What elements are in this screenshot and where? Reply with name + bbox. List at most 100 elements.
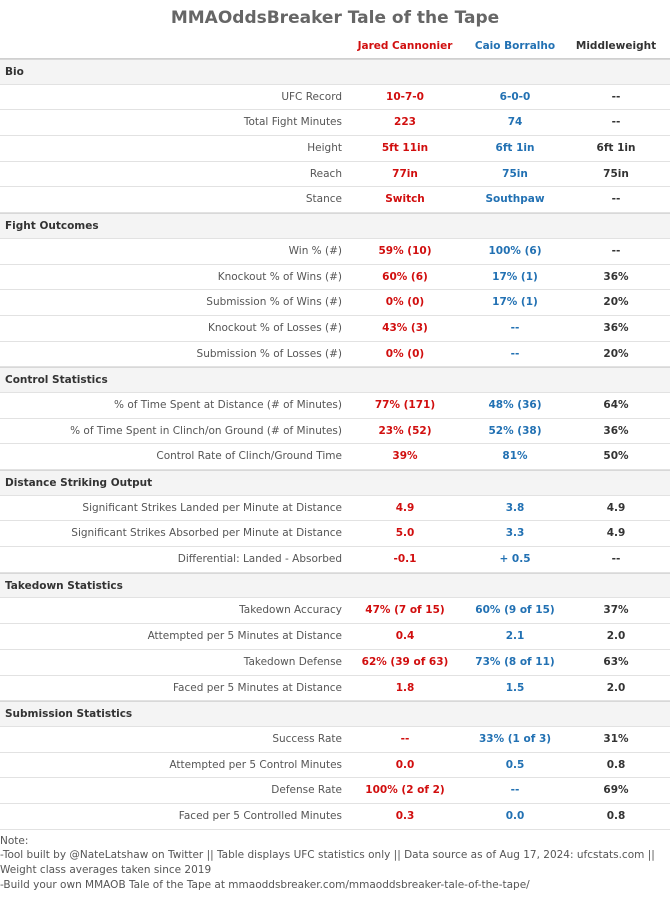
table-row: % of Time Spent in Clinch/on Ground (# o… — [0, 419, 670, 445]
row-label: UFC Record — [281, 90, 342, 103]
cell: 75in — [603, 167, 629, 180]
table: Bio UFC Record 10-7-0 6-0-0 -- Total Fight Mi… — [0, 59, 670, 830]
cell: 100% (6) — [488, 244, 542, 257]
table-row: Knockout % of Wins (#) 60% (6) 17% (1) 36% — [0, 265, 670, 291]
cell: 37% — [603, 604, 629, 617]
cell: 36% — [603, 321, 629, 334]
cell: + 0.5 — [499, 553, 531, 566]
cell: 0.0 — [505, 809, 525, 822]
row-label: Defense Rate — [271, 784, 342, 797]
cell: 64% — [603, 398, 629, 411]
cell: 20% — [603, 296, 629, 309]
table-row: Reach 77in 75in 75in — [0, 162, 670, 188]
table-row: Significant Strikes Absorbed per Minute … — [0, 521, 670, 548]
row-label: Significant Strikes Landed per Minute at… — [82, 501, 342, 514]
section-title: Submission Statistics — [0, 701, 670, 727]
cell: 0.0 — [395, 758, 415, 771]
note: Note: -Tool built by @NateLatshaw on Twi… — [0, 830, 670, 893]
cell: 73% (8 of 11) — [475, 655, 555, 668]
row-label: Faced per 5 Controlled Minutes — [178, 809, 342, 822]
row-label: Submission % of Losses (#) — [196, 347, 342, 360]
table-row: Stance Switch Southpaw -- — [0, 187, 670, 214]
title: MMAOddsBreaker Tale of the Tape — [170, 8, 500, 28]
table-row: Submission % of Wins (#) 0% (0) 17% (1) 20% — [0, 290, 670, 316]
cell: 52% (38) — [488, 424, 542, 437]
table-row: Significant Strikes Landed per Minute at… — [0, 496, 670, 522]
cell: -- — [510, 321, 520, 334]
cell: -- — [611, 116, 621, 129]
cell: Southpaw — [485, 193, 545, 206]
cell: 17% (1) — [492, 270, 538, 283]
table-row: Takedown Defense 62% (39 of 63) 73% (8 of … — [0, 650, 670, 676]
section-title: Control Statistics — [0, 367, 670, 393]
cell: 20% — [603, 347, 629, 360]
cell: 81% — [502, 450, 528, 463]
cell: 23% (52) — [378, 424, 432, 437]
cell: 2.0 — [606, 630, 626, 643]
row-label: Faced per 5 Minutes at Distance — [172, 681, 342, 694]
section-title: Bio — [0, 59, 670, 85]
cell: 4.9 — [606, 527, 626, 540]
table-row: Defense Rate 100% (2 of 2) -- 69% — [0, 778, 670, 804]
table-row: Control Rate of Clinch/Ground Time 39% 81%… — [0, 444, 670, 470]
table-row: Differential: Landed - Absorbed -0.1 + 0.5… — [0, 547, 670, 573]
cell: 39% — [392, 450, 418, 463]
cell: 50% — [603, 450, 629, 463]
row-label: Differential: Landed - Absorbed — [177, 553, 342, 566]
cell: 1.8 — [395, 681, 415, 694]
row-label: Attempted per 5 Control Minutes — [169, 758, 342, 771]
cell: 36% — [603, 270, 629, 283]
cell: 100% (2 of 2) — [365, 784, 445, 797]
header-spacer — [0, 34, 342, 58]
table-row: Faced per 5 Minutes at Distance 1.8 1.5 2.0 — [0, 676, 670, 702]
table-row: Height 5ft 11in 6ft 1in 6ft 1in — [0, 136, 670, 162]
cell: 0.8 — [606, 809, 626, 822]
table-row: Takedown Accuracy 47% (7 of 15) 60% (9 of … — [0, 598, 670, 625]
row-label: % of Time Spent in Clinch/on Ground (# o… — [70, 424, 342, 437]
cell: 69% — [603, 784, 629, 797]
cell: -- — [510, 347, 520, 360]
row-label: Success Rate — [272, 732, 342, 745]
cell: 5.0 — [395, 527, 415, 540]
table-row: Attempted per 5 Minutes at Distance 0.4 2.… — [0, 624, 670, 650]
cell: 4.9 — [606, 501, 626, 514]
row-label: Stance — [305, 193, 342, 206]
row-label: Win % (#) — [288, 244, 342, 257]
cell: 43% (3) — [382, 321, 428, 334]
cell: 48% (36) — [488, 398, 542, 411]
section-title: Distance Striking Output — [0, 470, 670, 496]
fighter-1: Jared Cannonier — [357, 40, 453, 52]
cell: -- — [611, 193, 621, 206]
cell: 3.3 — [505, 527, 525, 540]
row-label: Knockout % of Losses (#) — [207, 321, 342, 334]
section-title: Fight Outcomes — [0, 213, 670, 239]
row-label: Height — [307, 142, 342, 155]
cell: 75in — [502, 167, 528, 180]
table-row: UFC Record 10-7-0 6-0-0 -- — [0, 85, 670, 111]
cell: 77in — [392, 167, 418, 180]
cell: 6ft 1in — [495, 142, 535, 155]
table-row: Success Rate -- 33% (1 of 3) 31% — [0, 727, 670, 753]
row-label: Knockout % of Wins (#) — [217, 270, 342, 283]
row-label: Control Rate of Clinch/Ground Time — [156, 450, 342, 463]
cell: 0.8 — [606, 758, 626, 771]
cell: -- — [611, 553, 621, 566]
cell: 60% (9 of 15) — [475, 604, 555, 617]
header-row: Jared Cannonier Caio Borralho Middleweig… — [0, 34, 670, 59]
cell: 0.3 — [395, 809, 415, 822]
note-line: -Tool built by @NateLatshaw on Twitter |… — [0, 849, 655, 877]
cell: 62% (39 of 63) — [361, 655, 449, 668]
cell: 0.4 — [395, 630, 415, 643]
table-row: % of Time Spent at Distance (# of Minute… — [0, 393, 670, 419]
note-heading: Note: — [0, 834, 29, 847]
cell: 6-0-0 — [499, 90, 531, 103]
row-label: Total Fight Minutes — [243, 116, 342, 129]
table-row: Submission % of Losses (#) 0% (0) -- 20% — [0, 342, 670, 368]
weight-class: Middleweight — [575, 40, 657, 52]
table-row: Win % (#) 59% (10) 100% (6) -- — [0, 239, 670, 265]
cell: 0% (0) — [385, 347, 425, 360]
cell: 2.1 — [505, 630, 525, 643]
table-row: Attempted per 5 Control Minutes 0.0 0.5 0.8 — [0, 753, 670, 779]
cell: 36% — [603, 424, 629, 437]
